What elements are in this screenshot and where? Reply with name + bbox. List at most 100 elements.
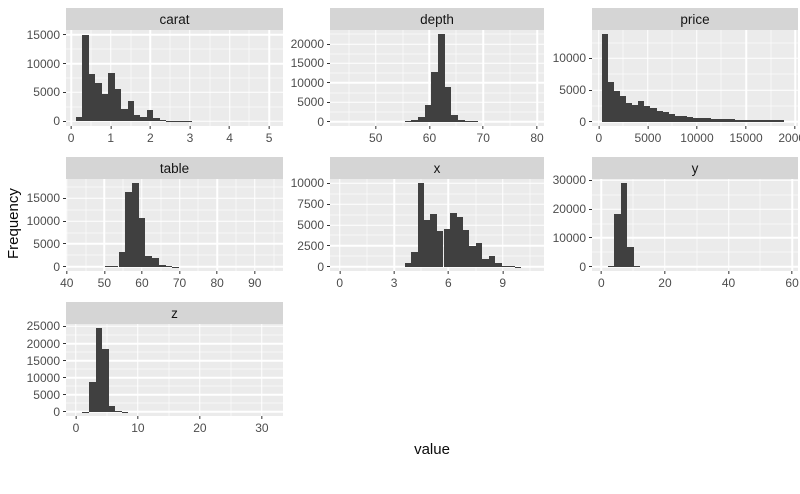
x-tick-label: 80 <box>210 276 224 290</box>
y-tick: 30000 <box>553 173 592 187</box>
gridline-major-y <box>66 342 283 345</box>
gridline-major-x <box>600 179 603 271</box>
histogram-bar <box>438 34 445 122</box>
x-tick-label: 3 <box>186 131 194 145</box>
facet-table: table 0 5000 10000 15000 40 50 60 70 80 90 <box>22 157 283 293</box>
x-tick-label: 70 <box>476 131 490 145</box>
y-tick-label: 0 <box>53 114 60 129</box>
tick-mark <box>103 271 105 274</box>
tick-mark <box>589 179 592 181</box>
histogram-bar <box>423 220 431 267</box>
facet-y: y 0 10000 20000 30000 0 20 40 60 <box>548 157 799 293</box>
x-tick: 30 <box>255 416 269 435</box>
tick-mark <box>63 325 66 327</box>
tick-mark <box>63 34 66 36</box>
histogram-bar <box>75 117 83 122</box>
y-tick-label: 10000 <box>290 176 324 191</box>
histogram-bar <box>632 104 639 122</box>
x-tick: 60 <box>423 126 436 145</box>
histogram-bar <box>158 264 166 267</box>
tick-mark <box>428 126 430 129</box>
x-tick: 60 <box>785 271 799 290</box>
gridline-major-x <box>794 30 796 126</box>
histogram-bar <box>692 117 699 122</box>
histogram-bar <box>127 101 134 122</box>
histogram-bar <box>145 255 153 267</box>
plot-panel <box>66 324 283 416</box>
tick-mark <box>189 126 191 129</box>
histogram-bar <box>620 96 627 122</box>
y-tick: 5000 <box>297 218 330 232</box>
plot-panel <box>66 179 283 271</box>
tick-mark <box>63 343 66 345</box>
histogram-bar <box>711 118 718 122</box>
y-tick-label: 10000 <box>290 75 324 90</box>
histogram-bar <box>674 115 681 122</box>
tick-mark <box>63 91 66 93</box>
histogram-bar <box>418 116 425 122</box>
x-tick: 0 <box>596 126 602 145</box>
tick-mark <box>393 271 395 274</box>
facet-title: depth <box>420 11 454 27</box>
histogram-bar <box>458 120 465 122</box>
tick-mark <box>589 57 592 59</box>
gridline-major-x <box>228 30 231 126</box>
histogram-bar <box>753 119 760 122</box>
gridline-minor-y <box>330 193 544 195</box>
gridline-minor-x <box>348 30 350 126</box>
tick-mark <box>199 416 201 419</box>
histogram-bar <box>443 229 450 267</box>
histogram-bar <box>125 191 132 267</box>
gridline-major-y <box>66 33 283 36</box>
gridline-minor-x <box>632 179 634 271</box>
plot-panel <box>330 179 544 271</box>
histogram-bar <box>469 245 476 267</box>
gridline-major-y <box>66 243 283 245</box>
histogram-bar <box>656 110 663 122</box>
gridline-minor-x <box>455 30 457 126</box>
y-axis: 0 2500 5000 7500 10000 <box>286 176 330 274</box>
tick-mark <box>63 377 66 379</box>
x-tick: 5 <box>265 126 273 145</box>
gridline-major-y <box>66 376 283 379</box>
x-tick: 20 <box>193 416 207 435</box>
histogram-bar <box>717 119 724 122</box>
histogram-bar <box>650 108 657 122</box>
x-tick: 40 <box>60 271 73 290</box>
x-tick-label: 5 <box>265 131 273 145</box>
gridline-major-x <box>647 30 649 126</box>
histogram-bar <box>508 266 515 267</box>
gridline-major-x <box>103 179 106 271</box>
x-tick: 0 <box>336 271 343 290</box>
histogram-bar <box>638 100 645 122</box>
y-tick-label: 0 <box>579 114 586 129</box>
gridline-minor-y <box>66 232 283 234</box>
facet-strip: carat <box>66 8 283 30</box>
x-tick-label: 5000 <box>634 131 662 145</box>
histogram-bar <box>404 263 412 267</box>
gridline-minor-y <box>66 48 283 50</box>
histogram-bar <box>686 117 693 122</box>
x-tick-label: 9 <box>499 276 507 290</box>
tick-mark <box>327 182 330 184</box>
y-tick-label: 5000 <box>33 387 60 402</box>
histogram-bar <box>111 266 119 267</box>
tick-mark <box>647 126 649 129</box>
y-tick: 5000 <box>33 388 66 402</box>
x-tick: 70 <box>173 271 186 290</box>
tick-mark <box>137 416 139 419</box>
gridline-minor-y <box>592 251 798 253</box>
plot-panel <box>330 30 544 126</box>
gridline-minor-x <box>720 30 722 126</box>
y-tick-label: 10000 <box>26 370 60 385</box>
x-tick: 20000 <box>778 126 800 145</box>
y-tick-label: 0 <box>317 259 324 274</box>
gridline-minor-x <box>122 179 124 271</box>
gridline-minor-y <box>66 334 283 336</box>
tick-mark <box>745 126 747 129</box>
y-tick-label: 10000 <box>26 214 60 229</box>
gridline-major-y <box>66 411 283 413</box>
histogram-bar <box>88 73 96 122</box>
y-tick: 10000 <box>27 57 66 71</box>
facet-strip: table <box>66 157 283 179</box>
